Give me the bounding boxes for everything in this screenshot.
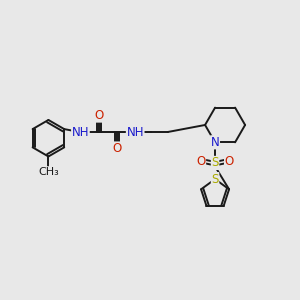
Text: S: S: [212, 172, 219, 186]
Text: O: O: [112, 142, 122, 155]
Text: S: S: [212, 156, 219, 170]
Text: O: O: [94, 109, 103, 122]
Text: N: N: [211, 136, 219, 149]
Text: O: O: [225, 155, 234, 168]
Text: CH₃: CH₃: [38, 167, 59, 177]
Text: NH: NH: [72, 125, 89, 139]
Text: O: O: [196, 155, 206, 168]
Text: NH: NH: [126, 125, 144, 139]
